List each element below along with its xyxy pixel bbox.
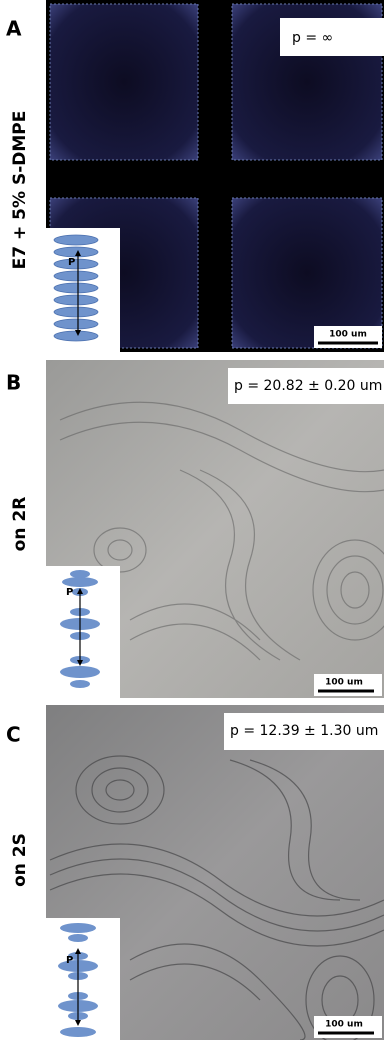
figure: A E7 + 5% S-DMPE p = ∞ P 100 um B on 2R … xyxy=(0,0,384,1040)
inset-label: P xyxy=(68,257,75,268)
panel-b: B on 2R p = 20.82 ± 0.20 um P 100 um xyxy=(6,360,384,698)
panel-letter: C xyxy=(6,723,21,747)
pitch-label: p = 12.39 ± 1.30 um xyxy=(230,723,378,739)
pitch-label: p = ∞ xyxy=(292,30,333,46)
scale-label: 100 um xyxy=(329,330,367,340)
panel-letter: A xyxy=(6,17,22,41)
side-label: on 2R xyxy=(10,497,30,552)
panel-letter: B xyxy=(6,371,21,395)
inset-label: P xyxy=(66,955,73,966)
inset-label: P xyxy=(66,587,73,598)
panel-a: A E7 + 5% S-DMPE p = ∞ P 100 um xyxy=(6,0,384,352)
side-label: on 2S xyxy=(10,833,30,887)
side-label: E7 + 5% S-DMPE xyxy=(10,111,30,270)
panel-c: C on 2S p = 12.39 ± 1.30 um P 100 um xyxy=(6,705,384,1040)
pitch-label: p = 20.82 ± 0.20 um xyxy=(234,378,382,394)
scale-label: 100 um xyxy=(325,1020,363,1030)
scale-label: 100 um xyxy=(325,678,363,688)
